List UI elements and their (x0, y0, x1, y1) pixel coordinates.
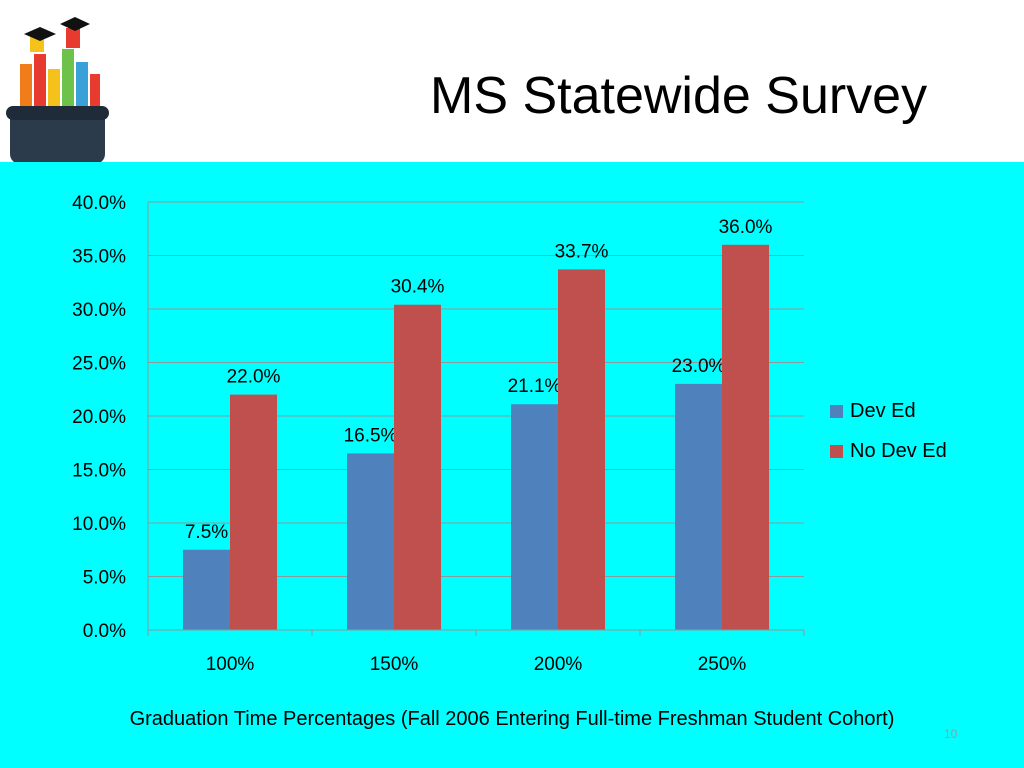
slide-number: 10 (944, 727, 958, 741)
bar-dev-ed (675, 383, 722, 630)
y-tick-label: 35.0% (72, 247, 126, 268)
legend-label-no-dev-ed: No Dev Ed (850, 440, 947, 462)
legend-swatch-no-dev-ed (830, 445, 843, 458)
bar-no-dev-ed (230, 394, 277, 630)
legend-item-no-dev-ed: No Dev Ed (830, 440, 947, 463)
x-tick-label: 250% (698, 654, 747, 675)
bar-no-dev-ed (394, 304, 441, 630)
bar-dev-ed (511, 404, 558, 630)
bar-no-dev-ed (722, 244, 769, 631)
y-tick-label: 15.0% (72, 461, 126, 482)
bar-no-dev-ed (558, 269, 605, 630)
x-tick-label: 100% (206, 654, 255, 675)
graduation-caps-books-icon (6, 17, 109, 164)
x-tick-label: 200% (534, 654, 583, 675)
y-tick-label: 30.0% (72, 300, 126, 321)
y-tick-label: 10.0% (72, 514, 126, 535)
y-tick-label: 20.0% (72, 407, 126, 428)
slide-title: MS Statewide Survey (430, 67, 928, 125)
data-label: 33.7% (555, 241, 609, 262)
legend-label-dev-ed: Dev Ed (850, 400, 916, 422)
data-label: 7.5% (185, 522, 228, 543)
y-tick-label: 0.0% (83, 621, 126, 642)
y-tick-label: 5.0% (83, 568, 126, 589)
chart-caption: Graduation Time Percentages (Fall 2006 E… (129, 708, 895, 730)
bar-chart: 0.0% 5.0% 10.0% 15.0% 20.0% 25.0% 30.0% 35.0% 40… (72, 193, 805, 675)
data-label: 21.1% (508, 376, 562, 397)
data-label: 30.4% (391, 277, 445, 298)
legend-swatch-dev-ed (830, 405, 843, 418)
legend-item-dev-ed: Dev Ed (830, 400, 916, 423)
y-tick-label: 25.0% (72, 354, 126, 375)
data-label: 36.0% (719, 217, 773, 238)
data-label: 16.5% (344, 425, 398, 446)
data-label: 22.0% (227, 367, 281, 388)
bar-dev-ed (347, 453, 394, 630)
data-label: 23.0% (672, 356, 726, 377)
x-tick-label: 150% (370, 654, 419, 675)
bar-dev-ed (183, 549, 230, 630)
y-tick-label: 40.0% (72, 193, 126, 214)
